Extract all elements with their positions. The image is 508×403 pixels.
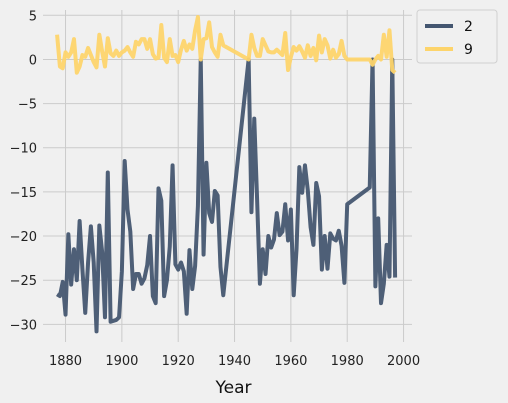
x-tick-label: 1940 xyxy=(218,354,251,369)
series-line-2 xyxy=(56,57,398,334)
y-tick-label: 5 xyxy=(29,9,37,24)
x-axis-title: Year xyxy=(215,378,252,398)
y-tick-label: 0 xyxy=(29,53,37,68)
x-axis: 1880 1900 1920 1940 1960 1980 2000 xyxy=(49,354,420,369)
y-tick-label: −5 xyxy=(18,98,37,113)
x-tick-label: 1880 xyxy=(49,354,82,369)
x-tick-label: 2000 xyxy=(387,354,420,369)
y-tick-label: −15 xyxy=(10,186,37,201)
legend-box xyxy=(416,9,498,64)
y-axis: 5 0 −5 −10 −15 −20 −25 −30 xyxy=(10,9,37,333)
y-tick-label: −25 xyxy=(10,274,37,289)
x-tick-label: 1960 xyxy=(274,354,307,369)
legend-items: 29 xyxy=(425,19,473,58)
y-tick-label: −30 xyxy=(10,318,37,333)
y-tick-label: −10 xyxy=(10,142,37,157)
legend: 29 xyxy=(416,9,498,64)
series-line-9 xyxy=(55,15,397,75)
y-tick-label: −20 xyxy=(10,230,37,245)
x-tick-label: 1920 xyxy=(162,354,195,369)
x-tick-label: 1900 xyxy=(105,354,138,369)
legend-label-2: 2 xyxy=(464,19,473,35)
legend-label-9: 9 xyxy=(464,42,473,58)
x-tick-label: 1980 xyxy=(331,354,364,369)
series-lines xyxy=(55,15,398,334)
